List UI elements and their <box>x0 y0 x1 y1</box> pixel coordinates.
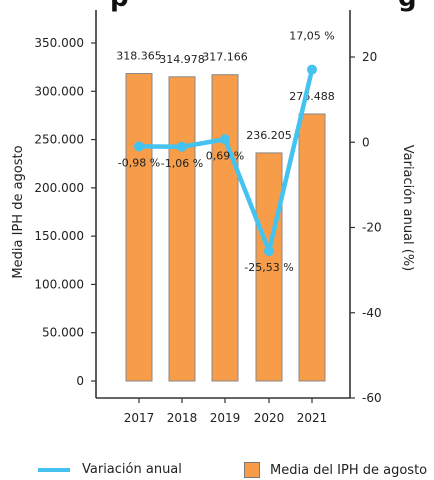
bar-data-label: 318.365 <box>116 50 162 63</box>
line-data-label: -1,06 % <box>161 157 203 170</box>
y-right-tick-label: 20 <box>362 50 377 64</box>
legend-item-media: Media del IPH de agosto <box>244 462 427 478</box>
x-tick-label: 2021 <box>297 411 328 425</box>
bar <box>168 76 196 382</box>
bar <box>125 73 153 382</box>
line-point <box>177 141 187 152</box>
combo-chart: p g 0 50.000 100.000 150.000 200.000 250.000 3… <box>11 0 417 425</box>
line-point <box>264 246 274 257</box>
line-data-label: -0,98 % <box>118 156 160 169</box>
x-tick-label: 2018 <box>167 411 198 425</box>
line-point <box>307 64 317 75</box>
y-left-tick-label: 100.000 <box>34 277 84 291</box>
y-left-tick-label: 150.000 <box>34 229 84 243</box>
line-data-label: 17,05 % <box>289 30 334 43</box>
line-series <box>134 64 317 257</box>
legend-bar-label: Media del IPH de agosto <box>270 462 428 478</box>
legend-item-variacion: Variación anual <box>38 462 182 477</box>
chart-title-fragment-right: g <box>398 0 417 13</box>
bar <box>255 152 283 382</box>
bar-series <box>125 73 326 382</box>
y-left-tick-label: 300.000 <box>34 84 84 98</box>
y-right-tick-label: -20 <box>362 221 382 235</box>
legend: Variación anual Media del IPH de agosto <box>0 462 434 480</box>
legend-bar-swatch <box>244 462 260 478</box>
y-axis-right-title: Variación anual (%) <box>400 145 415 272</box>
bar-data-label: 236.205 <box>246 129 292 142</box>
x-tick-label: 2020 <box>254 411 285 425</box>
y-right-tick-label: -40 <box>362 306 382 320</box>
chart-title-fragment-left: p <box>110 0 129 13</box>
line-point <box>220 134 230 145</box>
x-tick-label: 2017 <box>124 411 155 425</box>
line-data-label: 0,69 % <box>206 149 244 162</box>
y-right-tick-label: 0 <box>362 135 370 149</box>
bar-data-label: 314.978 <box>159 53 205 66</box>
line-point <box>134 141 144 152</box>
line-data-labels: -0,98 % -1,06 %0,69 % -25,53 % 17,05 % <box>118 30 335 274</box>
y-left-tick-label: 0 <box>76 374 84 388</box>
bar <box>298 113 326 382</box>
y-left-tick-label: 250.000 <box>34 133 84 147</box>
line-data-label: -25,53 % <box>244 261 293 274</box>
bar <box>211 74 239 382</box>
y-right-tick-label: -60 <box>362 391 382 405</box>
y-left-tick-label: 350.000 <box>34 36 84 50</box>
legend-line-label: Variación anual <box>82 462 182 477</box>
legend-line-swatch <box>38 467 70 472</box>
y-axis-left-title: Media IPH de agosto <box>11 145 26 278</box>
y-left-tick-label: 50.000 <box>42 326 84 340</box>
y-left-tick-label: 200.000 <box>34 181 84 195</box>
x-tick-label: 2019 <box>210 411 241 425</box>
bar-data-label: 276.488 <box>289 90 335 103</box>
bar-data-label: 317.166 <box>202 51 248 64</box>
chart-axes: 0 50.000 100.000 150.000 200.000 250.000 300.0… <box>34 10 382 425</box>
